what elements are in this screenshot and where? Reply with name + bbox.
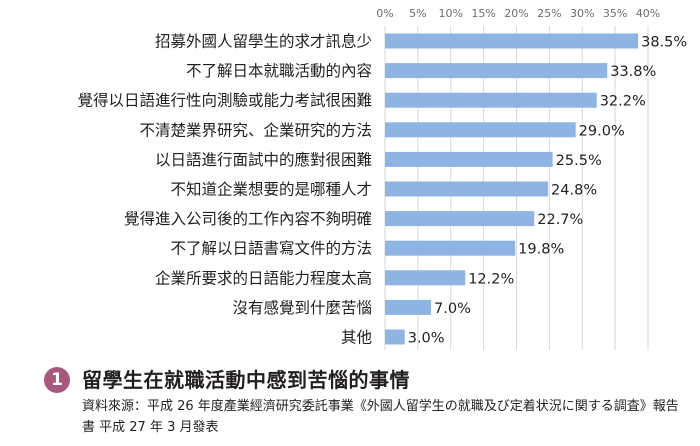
x-tick-label: 15% [471, 7, 495, 20]
value-label: 12.2% [468, 271, 514, 287]
x-tick-label: 35% [603, 7, 627, 20]
figure-title: 留學生在就職活動中感到苦惱的事情 [82, 368, 410, 392]
x-tick-label: 20% [504, 7, 528, 20]
value-label: 22.7% [537, 212, 583, 228]
bar [385, 240, 516, 256]
x-tick-label: 10% [439, 7, 463, 20]
category-label: 不了解以日語書寫文件的方法 [170, 240, 372, 258]
value-label: 38.5% [641, 35, 687, 51]
value-label: 24.8% [551, 183, 597, 199]
bar [385, 151, 553, 167]
value-label: 25.5% [556, 153, 602, 169]
category-label: 不清楚業界研究、企業研究的方法 [139, 121, 372, 139]
value-label: 32.2% [600, 94, 646, 110]
x-tick-label: 25% [537, 7, 561, 20]
x-tick-label: 5% [409, 7, 426, 20]
bar [385, 211, 535, 227]
category-label: 招募外國人留學生的求才訊息少 [155, 32, 372, 51]
bar [385, 329, 405, 345]
bar [385, 122, 576, 138]
source-note: 資料來源：平成 26 年度產業經濟研究委託事業《外國人留学生の就職及び定着状況に… [82, 399, 679, 435]
value-label: 7.0% [434, 301, 471, 317]
x-tick-label: 30% [570, 7, 594, 20]
category-label: 其他 [341, 329, 372, 347]
value-label: 3.0% [408, 331, 445, 347]
x-tick-label: 40% [636, 7, 660, 20]
category-label: 不了解日本就職活動的內容 [186, 62, 372, 80]
x-tick-label: 0% [376, 7, 393, 20]
category-label: 覺得以日語進行性向測驗或能力考試很困難 [77, 92, 372, 110]
bar [385, 92, 597, 108]
value-label: 29.0% [579, 123, 625, 139]
bar [385, 299, 432, 315]
category-label: 沒有感覺到什麼苦惱 [232, 298, 372, 317]
bar [385, 181, 549, 197]
category-label: 覺得進入公司後的工作內容不夠明確 [124, 210, 372, 228]
value-label: 19.8% [518, 242, 564, 258]
category-label: 企業所要求的日語能力程度太高 [155, 269, 372, 287]
bar [385, 33, 639, 49]
value-label: 33.8% [610, 64, 656, 80]
bar [385, 63, 608, 79]
bar [385, 270, 466, 286]
figure-number-badge: 1 [44, 367, 70, 393]
bar-chart: 招募外國人留學生的求才訊息少 38.5% 不了解日本就職活動的內容 33.8% 覺得以日… [77, 7, 687, 350]
category-label: 不知道企業想要的是哪種人才 [170, 181, 372, 199]
category-label: 以日語進行面試中的應對很困難 [155, 150, 372, 169]
